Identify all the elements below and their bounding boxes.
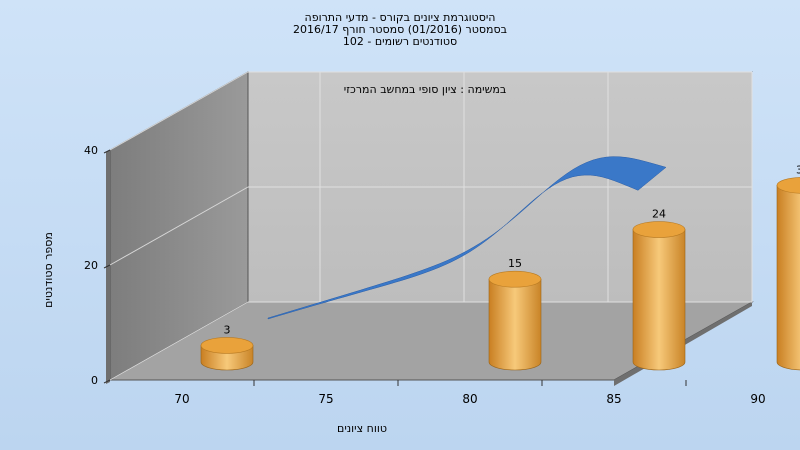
bars-layer: 315243224 [200, 163, 800, 371]
chart-title-line-2: בסמסטר (01/2016) סמסטר חורף 2016/17 [293, 23, 507, 36]
x-axis-label: טווח ציונים [337, 422, 387, 435]
bar-80: 15 [488, 257, 542, 371]
y-tick-label: 0 [91, 374, 98, 387]
x-tick-label: 85 [606, 392, 621, 406]
task-label: במשימה : ציון סופי במחשב המרכזי [344, 83, 507, 96]
bar-body [488, 278, 542, 371]
y-axis-label: מספר סטודנטים [42, 232, 55, 308]
y-tick-mark [103, 379, 111, 384]
gridline-side [109, 186, 249, 266]
bar-top [776, 177, 800, 194]
x-tick-label: 75 [318, 392, 333, 406]
y-tick-label: 20 [84, 259, 98, 272]
bar-top [632, 221, 686, 238]
side-wall-edge [106, 150, 110, 384]
chart-title-line-3: סטודנטים רשומים - 102 [342, 35, 458, 48]
bar-value-label: 3 [224, 323, 231, 336]
y-tick-label: 40 [84, 144, 98, 157]
distribution-curve [267, 156, 667, 320]
bar-value-label: 15 [508, 257, 522, 270]
bar-value-label: 24 [652, 208, 666, 221]
bar-top [488, 270, 542, 288]
distribution-curve-layer [267, 156, 667, 320]
y-tick-mark [103, 149, 111, 154]
x-tick-label: 70 [174, 392, 189, 406]
y-tick-mark [103, 264, 111, 269]
axes: 02040707580859095 [84, 144, 766, 406]
chart-title-line-1: היסטוגרמת ציונים בקורס - מדעי התרופה [304, 11, 496, 24]
bar-85: 24 [632, 208, 686, 371]
x-tick-label: 80 [462, 392, 477, 406]
bar-value-label: 32 [796, 163, 800, 176]
bar-body [632, 229, 686, 371]
bar-body [776, 185, 800, 371]
gridline-side [109, 301, 249, 381]
bar-70: 3 [200, 323, 254, 371]
gridline-side [109, 71, 249, 151]
bar-top [200, 337, 254, 354]
bar-90: 32 [776, 163, 800, 371]
x-tick-label: 90 [750, 392, 765, 406]
